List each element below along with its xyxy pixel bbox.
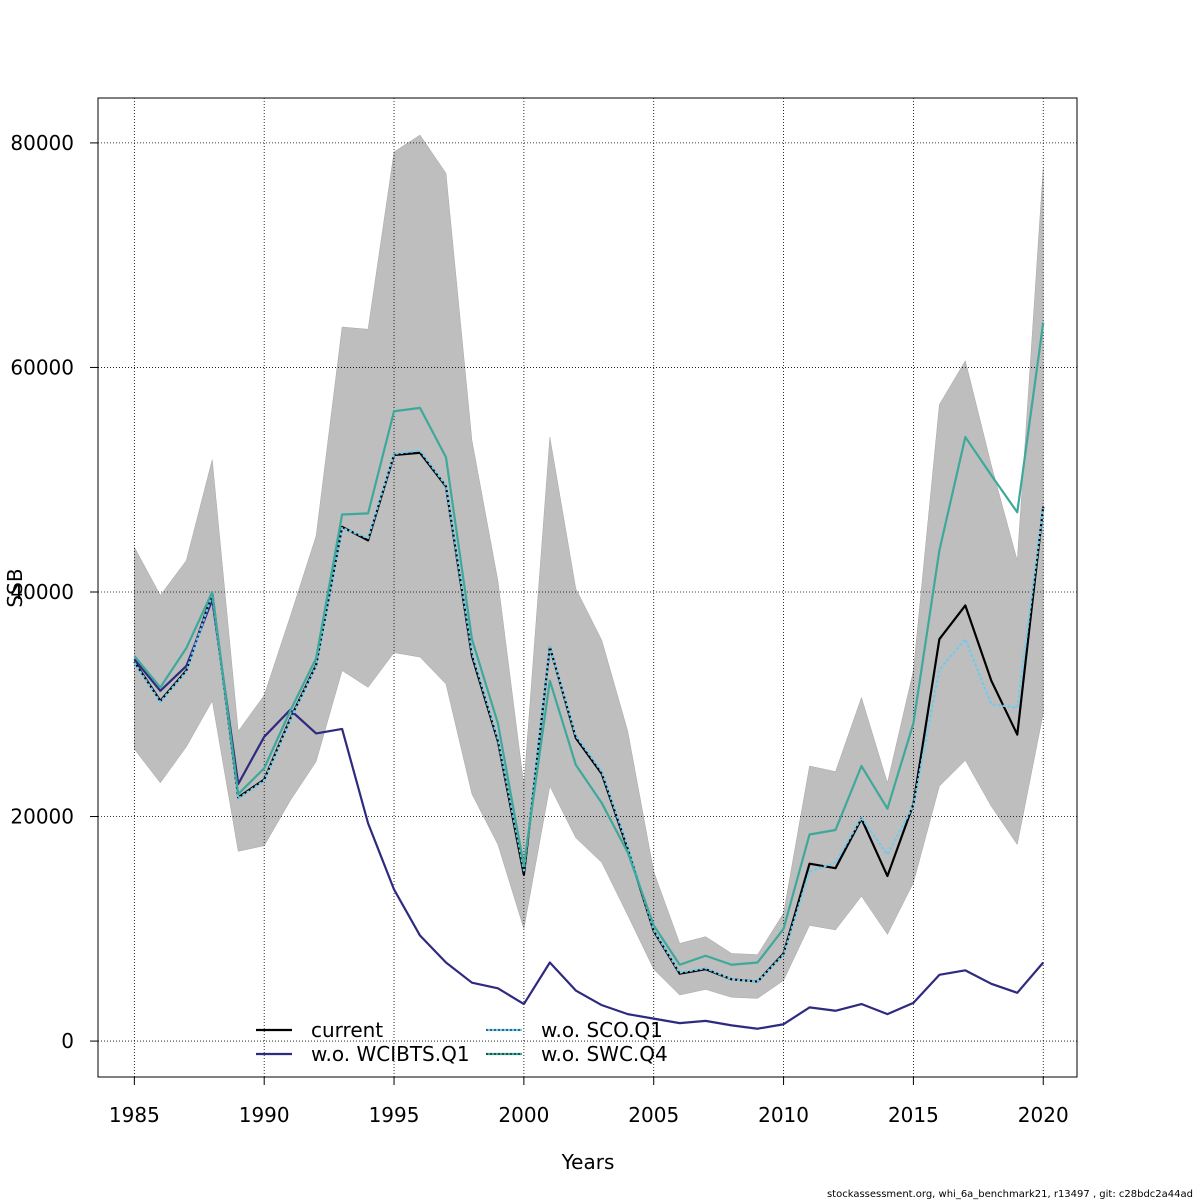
y-tick-label: 60000 bbox=[10, 355, 74, 379]
legend-item: current bbox=[256, 1018, 383, 1042]
series-line-w-o-sco-q1 bbox=[133, 449, 1045, 983]
x-tick-label: 2015 bbox=[888, 1103, 939, 1127]
series-line-w-o-swc-q4 bbox=[133, 322, 1045, 966]
y-tick-label: 40000 bbox=[10, 580, 74, 604]
x-tick-label: 1985 bbox=[109, 1103, 160, 1127]
y-tick-label: 0 bbox=[61, 1029, 74, 1053]
legend-label: w.o. SCO.Q1 bbox=[541, 1018, 663, 1042]
x-tick-label: 2000 bbox=[498, 1103, 549, 1127]
y-tick-label: 80000 bbox=[10, 131, 74, 155]
legend-label: current bbox=[311, 1018, 383, 1042]
confidence-band bbox=[134, 134, 1044, 999]
axes-layer: 1985 1990 1995 2000 2005 2010 2015 2020 0 20000 40… bbox=[10, 131, 1068, 1127]
legend-item: w.o. WCIBTS.Q1 bbox=[256, 1042, 470, 1066]
grid-layer bbox=[98, 98, 1077, 1077]
series-line-w-o-wcibts-q1 bbox=[133, 598, 1045, 1030]
x-axis-title: Years bbox=[561, 1150, 615, 1174]
x-tick-label: 2010 bbox=[758, 1103, 809, 1127]
y-axis-title: SSB bbox=[3, 568, 27, 607]
confidence-band-layer bbox=[134, 134, 1044, 999]
x-tick-label: 1995 bbox=[369, 1103, 420, 1127]
x-tick-label: 2005 bbox=[628, 1103, 679, 1127]
legend-item: w.o. SWC.Q4 bbox=[486, 1042, 668, 1066]
x-tick-label: 1990 bbox=[239, 1103, 290, 1127]
footer-credit: stockassessment.org, whi_6a_benchmark21,… bbox=[827, 1189, 1193, 1200]
y-tick-label: 20000 bbox=[10, 805, 74, 829]
legend-label: w.o. WCIBTS.Q1 bbox=[311, 1042, 470, 1066]
series-layer bbox=[133, 322, 1045, 1030]
legend-item: w.o. SCO.Q1 bbox=[486, 1018, 663, 1042]
plot-frame bbox=[97, 97, 1078, 1078]
x-tick-label: 2020 bbox=[1018, 1103, 1069, 1127]
legend-label: w.o. SWC.Q4 bbox=[541, 1042, 668, 1066]
